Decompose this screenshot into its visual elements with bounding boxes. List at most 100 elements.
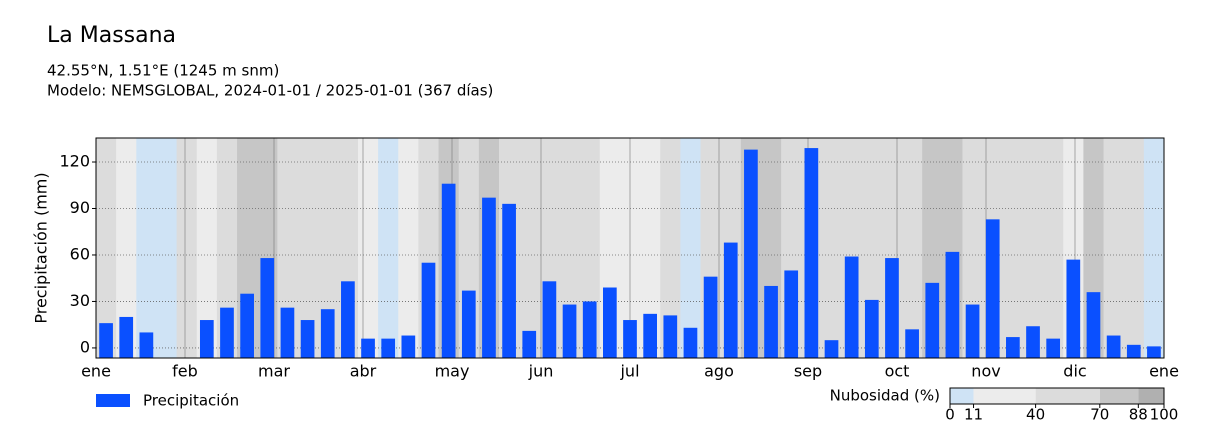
bar bbox=[1086, 292, 1101, 358]
cloud-stripe bbox=[398, 138, 419, 358]
cloud-stripe bbox=[136, 138, 157, 358]
bar bbox=[119, 316, 134, 358]
bar bbox=[240, 293, 254, 358]
bar bbox=[341, 281, 355, 358]
bar bbox=[99, 323, 113, 358]
cloud-stripe bbox=[1123, 138, 1145, 358]
bar bbox=[623, 320, 637, 358]
y-tick-label: 120 bbox=[59, 152, 90, 171]
bar bbox=[522, 330, 537, 358]
y-tick-label: 90 bbox=[70, 198, 90, 217]
bar bbox=[502, 203, 516, 358]
x-tick-label: ene bbox=[81, 362, 111, 381]
cloud-stripe bbox=[216, 138, 238, 358]
bar bbox=[824, 340, 839, 358]
colorbar-segment bbox=[1035, 388, 1100, 404]
bar bbox=[602, 287, 617, 358]
cloud-stripe bbox=[196, 138, 218, 358]
bar bbox=[844, 256, 859, 358]
bar bbox=[199, 320, 214, 358]
colorbar-tick-label: 0 bbox=[945, 406, 955, 424]
cloud-stripe bbox=[660, 138, 681, 358]
cloud-stripe bbox=[176, 138, 198, 358]
y-tick-label: 30 bbox=[70, 291, 90, 310]
bar bbox=[482, 197, 496, 358]
bar bbox=[703, 276, 718, 358]
colorbar-segment bbox=[950, 388, 974, 404]
x-tick-label: abr bbox=[350, 362, 377, 381]
x-tick-label: ago bbox=[704, 362, 734, 381]
cloud-stripe bbox=[277, 138, 299, 358]
cloud-stripe bbox=[1103, 138, 1125, 358]
bar bbox=[1126, 344, 1141, 358]
bar bbox=[582, 301, 597, 358]
subtitle: Modelo: NEMSGLOBAL, 2024-01-01 / 2025-01… bbox=[47, 82, 493, 100]
legend-swatch bbox=[96, 394, 130, 407]
chart-title: La Massana bbox=[47, 23, 176, 48]
cloud-stripe bbox=[357, 138, 379, 358]
colorbar-tick-label: 40 bbox=[1026, 406, 1045, 424]
bar bbox=[441, 183, 456, 358]
bar bbox=[1066, 259, 1081, 358]
x-tick-label: dic bbox=[1063, 362, 1086, 381]
bar bbox=[381, 338, 396, 358]
bar bbox=[945, 251, 960, 358]
bar bbox=[562, 304, 577, 358]
bar bbox=[361, 338, 375, 358]
x-tick-label: jul bbox=[619, 362, 639, 381]
bar bbox=[643, 313, 658, 358]
colorbar-tick-label: 88 bbox=[1129, 406, 1148, 424]
colorbar-frame bbox=[949, 387, 1165, 405]
bar bbox=[260, 258, 275, 358]
bar bbox=[280, 307, 295, 358]
x-tick-label: jun bbox=[528, 362, 554, 381]
bar bbox=[723, 242, 738, 358]
x-tick-label: mar bbox=[258, 362, 290, 381]
bar bbox=[1026, 326, 1040, 358]
colorbar-segment bbox=[973, 388, 1036, 404]
bar bbox=[965, 304, 980, 358]
bar bbox=[925, 282, 940, 358]
x-tick-label: nov bbox=[971, 362, 1000, 381]
bar bbox=[864, 299, 879, 358]
bar bbox=[1106, 335, 1121, 358]
y-tick-label: 60 bbox=[70, 244, 90, 263]
colorbar-tick-label: 11 bbox=[964, 406, 983, 424]
x-tick-label: may bbox=[435, 362, 470, 381]
bar bbox=[1147, 346, 1161, 358]
subtitle: 42.55°N, 1.51°E (1245 m snm) bbox=[47, 62, 279, 80]
bar bbox=[320, 309, 335, 358]
cloud-stripe bbox=[96, 138, 117, 358]
bar bbox=[683, 327, 698, 358]
bar bbox=[804, 148, 819, 358]
cloud-stripe bbox=[902, 138, 923, 358]
colorbar-segment bbox=[1099, 388, 1139, 404]
bar bbox=[985, 219, 1000, 358]
cloud-stripe bbox=[317, 138, 339, 358]
bar bbox=[542, 281, 557, 358]
cloud-stripe bbox=[962, 138, 984, 358]
cloud-stripe bbox=[680, 138, 702, 358]
cloud-stripe bbox=[1002, 138, 1024, 358]
bar bbox=[1006, 337, 1020, 358]
bar bbox=[300, 320, 315, 358]
cloud-stripe bbox=[519, 138, 540, 358]
legend-label: Precipitación bbox=[143, 392, 239, 410]
bar bbox=[220, 307, 234, 358]
cloud-stripe bbox=[559, 138, 581, 358]
bar bbox=[139, 332, 154, 358]
x-tick-label: feb bbox=[172, 362, 198, 381]
bar bbox=[885, 258, 899, 358]
bar bbox=[1046, 338, 1061, 358]
cloud-stripe bbox=[640, 138, 661, 358]
bar bbox=[461, 290, 476, 358]
bar bbox=[764, 285, 778, 358]
bar bbox=[421, 262, 436, 358]
x-tick-label: oct bbox=[885, 362, 910, 381]
cloud-stripe bbox=[116, 138, 137, 358]
bar bbox=[784, 270, 799, 358]
colorbar-segment bbox=[1138, 388, 1164, 404]
plot-frame bbox=[95, 137, 1165, 359]
bar bbox=[663, 315, 678, 358]
